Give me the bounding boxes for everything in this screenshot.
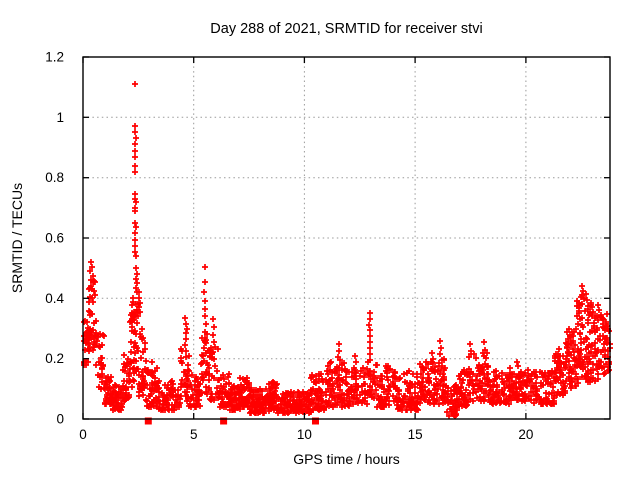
data-points [81,81,613,419]
svg-text:20: 20 [518,427,533,442]
svg-text:15: 15 [408,427,423,442]
svg-text:0.8: 0.8 [45,170,64,185]
svg-text:10: 10 [297,427,312,442]
svg-text:1: 1 [56,110,64,125]
svg-text:0.2: 0.2 [45,351,64,366]
svg-text:0: 0 [56,412,64,427]
svg-text:1.2: 1.2 [45,50,64,65]
svg-text:5: 5 [190,427,198,442]
svg-text:0.6: 0.6 [45,231,64,246]
x-axis-label: GPS time / hours [293,451,400,467]
x-tick-labels: 0 5 10 15 20 [79,427,533,442]
svg-text:0.4: 0.4 [45,291,64,306]
grid-lines [83,57,610,419]
plot-border [82,56,611,420]
y-tick-labels: 0 0.2 0.4 0.6 0.8 1 1.2 [45,50,64,427]
svg-text:0: 0 [79,427,87,442]
chart-title: Day 288 of 2021, SRMTID for receiver stv… [210,21,483,37]
zero-flag-markers [144,417,319,425]
